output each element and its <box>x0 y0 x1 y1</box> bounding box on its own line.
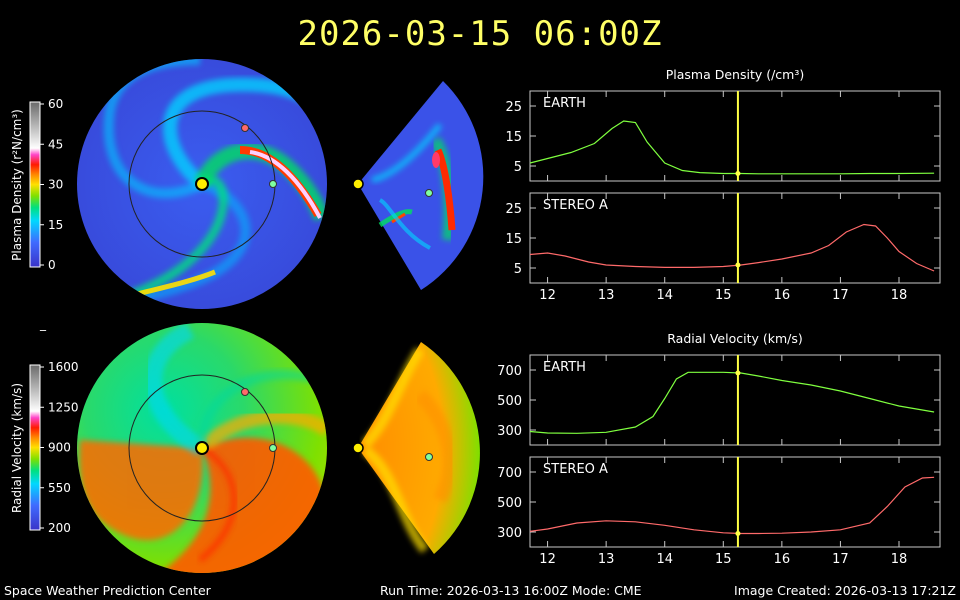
series-line <box>529 476 935 535</box>
footer-image-created: Image Created: 2026-03-13 17:21Z <box>734 583 956 598</box>
y-tick-label: 500 <box>497 496 522 511</box>
y-tick-label: 25 <box>505 202 522 217</box>
x-tick-label: 13 <box>598 552 615 567</box>
timeseries-panel: STEREO A 700 500 300 12 13 14 15 16 17 18 <box>497 456 941 567</box>
velocity-polar-disk <box>77 323 327 573</box>
velocity-colorbar-tick-label: 900 <box>48 441 71 455</box>
velocity-colorbar-tick-label: 1600 <box>48 360 79 374</box>
separator-mark: _ <box>39 317 47 331</box>
series-line <box>529 223 935 272</box>
x-tick-label: 18 <box>891 552 908 567</box>
density-colorbar-tick-label: 30 <box>48 178 63 192</box>
panel-title: Plasma Density (/cm³) <box>666 67 805 82</box>
y-tick-label: 300 <box>497 424 522 439</box>
panel-label: EARTH <box>543 96 586 111</box>
cursor-point <box>735 531 741 536</box>
footer-center-name: Space Weather Prediction Center <box>4 583 211 598</box>
cursor-point <box>735 262 741 268</box>
x-tick-label: 17 <box>832 552 849 567</box>
stereo-a-marker <box>241 124 249 132</box>
y-tick-label: 700 <box>497 466 522 481</box>
series-line <box>529 120 935 175</box>
y-tick-label: 5 <box>514 160 522 175</box>
timeseries-panel: Radial Velocity (km/s) EARTH 700 500 300 <box>497 331 941 446</box>
y-tick-label: 700 <box>497 364 522 379</box>
velocity-colorbar-label: Radial Velocity (km/s) <box>10 383 24 513</box>
density-polar-disk <box>77 59 327 309</box>
panel-frame <box>529 90 941 182</box>
x-tick-label: 17 <box>832 288 849 303</box>
velocity-colorbar-tick-label: 1250 <box>48 400 79 414</box>
sun-marker <box>195 177 209 191</box>
density-wedge <box>352 81 484 290</box>
x-tick-label: 15 <box>715 288 732 303</box>
density-colorbar-tick-label: 60 <box>48 97 63 111</box>
x-tick-label: 14 <box>656 552 673 567</box>
panel-title: Radial Velocity (km/s) <box>667 331 803 346</box>
y-tick-label: 25 <box>505 100 522 115</box>
x-tick-label: 12 <box>539 288 556 303</box>
density-colorbar-tick-label: 45 <box>48 137 63 151</box>
timeseries-panel: Plasma Density (/cm³) EARTH 25 15 5 <box>505 67 941 182</box>
density-colorbar: 60 45 30 15 0 Plasma Density (r²N/cm³) <box>10 97 63 272</box>
y-tick-label: 500 <box>497 394 522 409</box>
density-colorbar-tick-label: 15 <box>48 218 63 232</box>
y-tick-label: 5 <box>514 262 522 277</box>
footer-run-time: Run Time: 2026-03-13 16:00Z Mode: CME <box>380 583 642 598</box>
velocity-colorbar-tick-label: 200 <box>48 521 71 535</box>
y-tick-label: 15 <box>505 130 522 145</box>
x-tick-label: 12 <box>539 552 556 567</box>
velocity-colorbar-tick-label: 550 <box>48 481 71 495</box>
panel-frame <box>529 354 941 446</box>
timeseries-panel: STEREO A 25 15 5 12 13 14 15 16 17 18 <box>505 192 941 303</box>
velocity-wedge <box>352 342 480 554</box>
density-colorbar-tick-label: 0 <box>48 258 56 272</box>
timestamp-title: 2026-03-15 06:00Z <box>297 14 663 54</box>
x-tick-label: 18 <box>891 288 908 303</box>
x-tick-label: 16 <box>774 552 791 567</box>
velocity-colorbar: 1600 1250 900 550 200 Radial Velocity (km/s) <box>10 360 79 535</box>
x-tick-label: 13 <box>598 288 615 303</box>
y-tick-label: 15 <box>505 232 522 247</box>
x-tick-label: 15 <box>715 552 732 567</box>
panel-label: STEREO A <box>543 198 608 213</box>
series-line <box>529 371 935 434</box>
cursor-point <box>735 370 741 376</box>
panel-label: EARTH <box>543 360 586 375</box>
panel-label: STEREO A <box>543 462 608 477</box>
x-tick-label: 16 <box>774 288 791 303</box>
x-tick-label: 14 <box>656 288 673 303</box>
y-tick-label: 300 <box>497 526 522 541</box>
density-colorbar-label: Plasma Density (r²N/cm³) <box>10 109 24 261</box>
cursor-point <box>735 171 741 176</box>
earth-marker <box>269 180 277 188</box>
